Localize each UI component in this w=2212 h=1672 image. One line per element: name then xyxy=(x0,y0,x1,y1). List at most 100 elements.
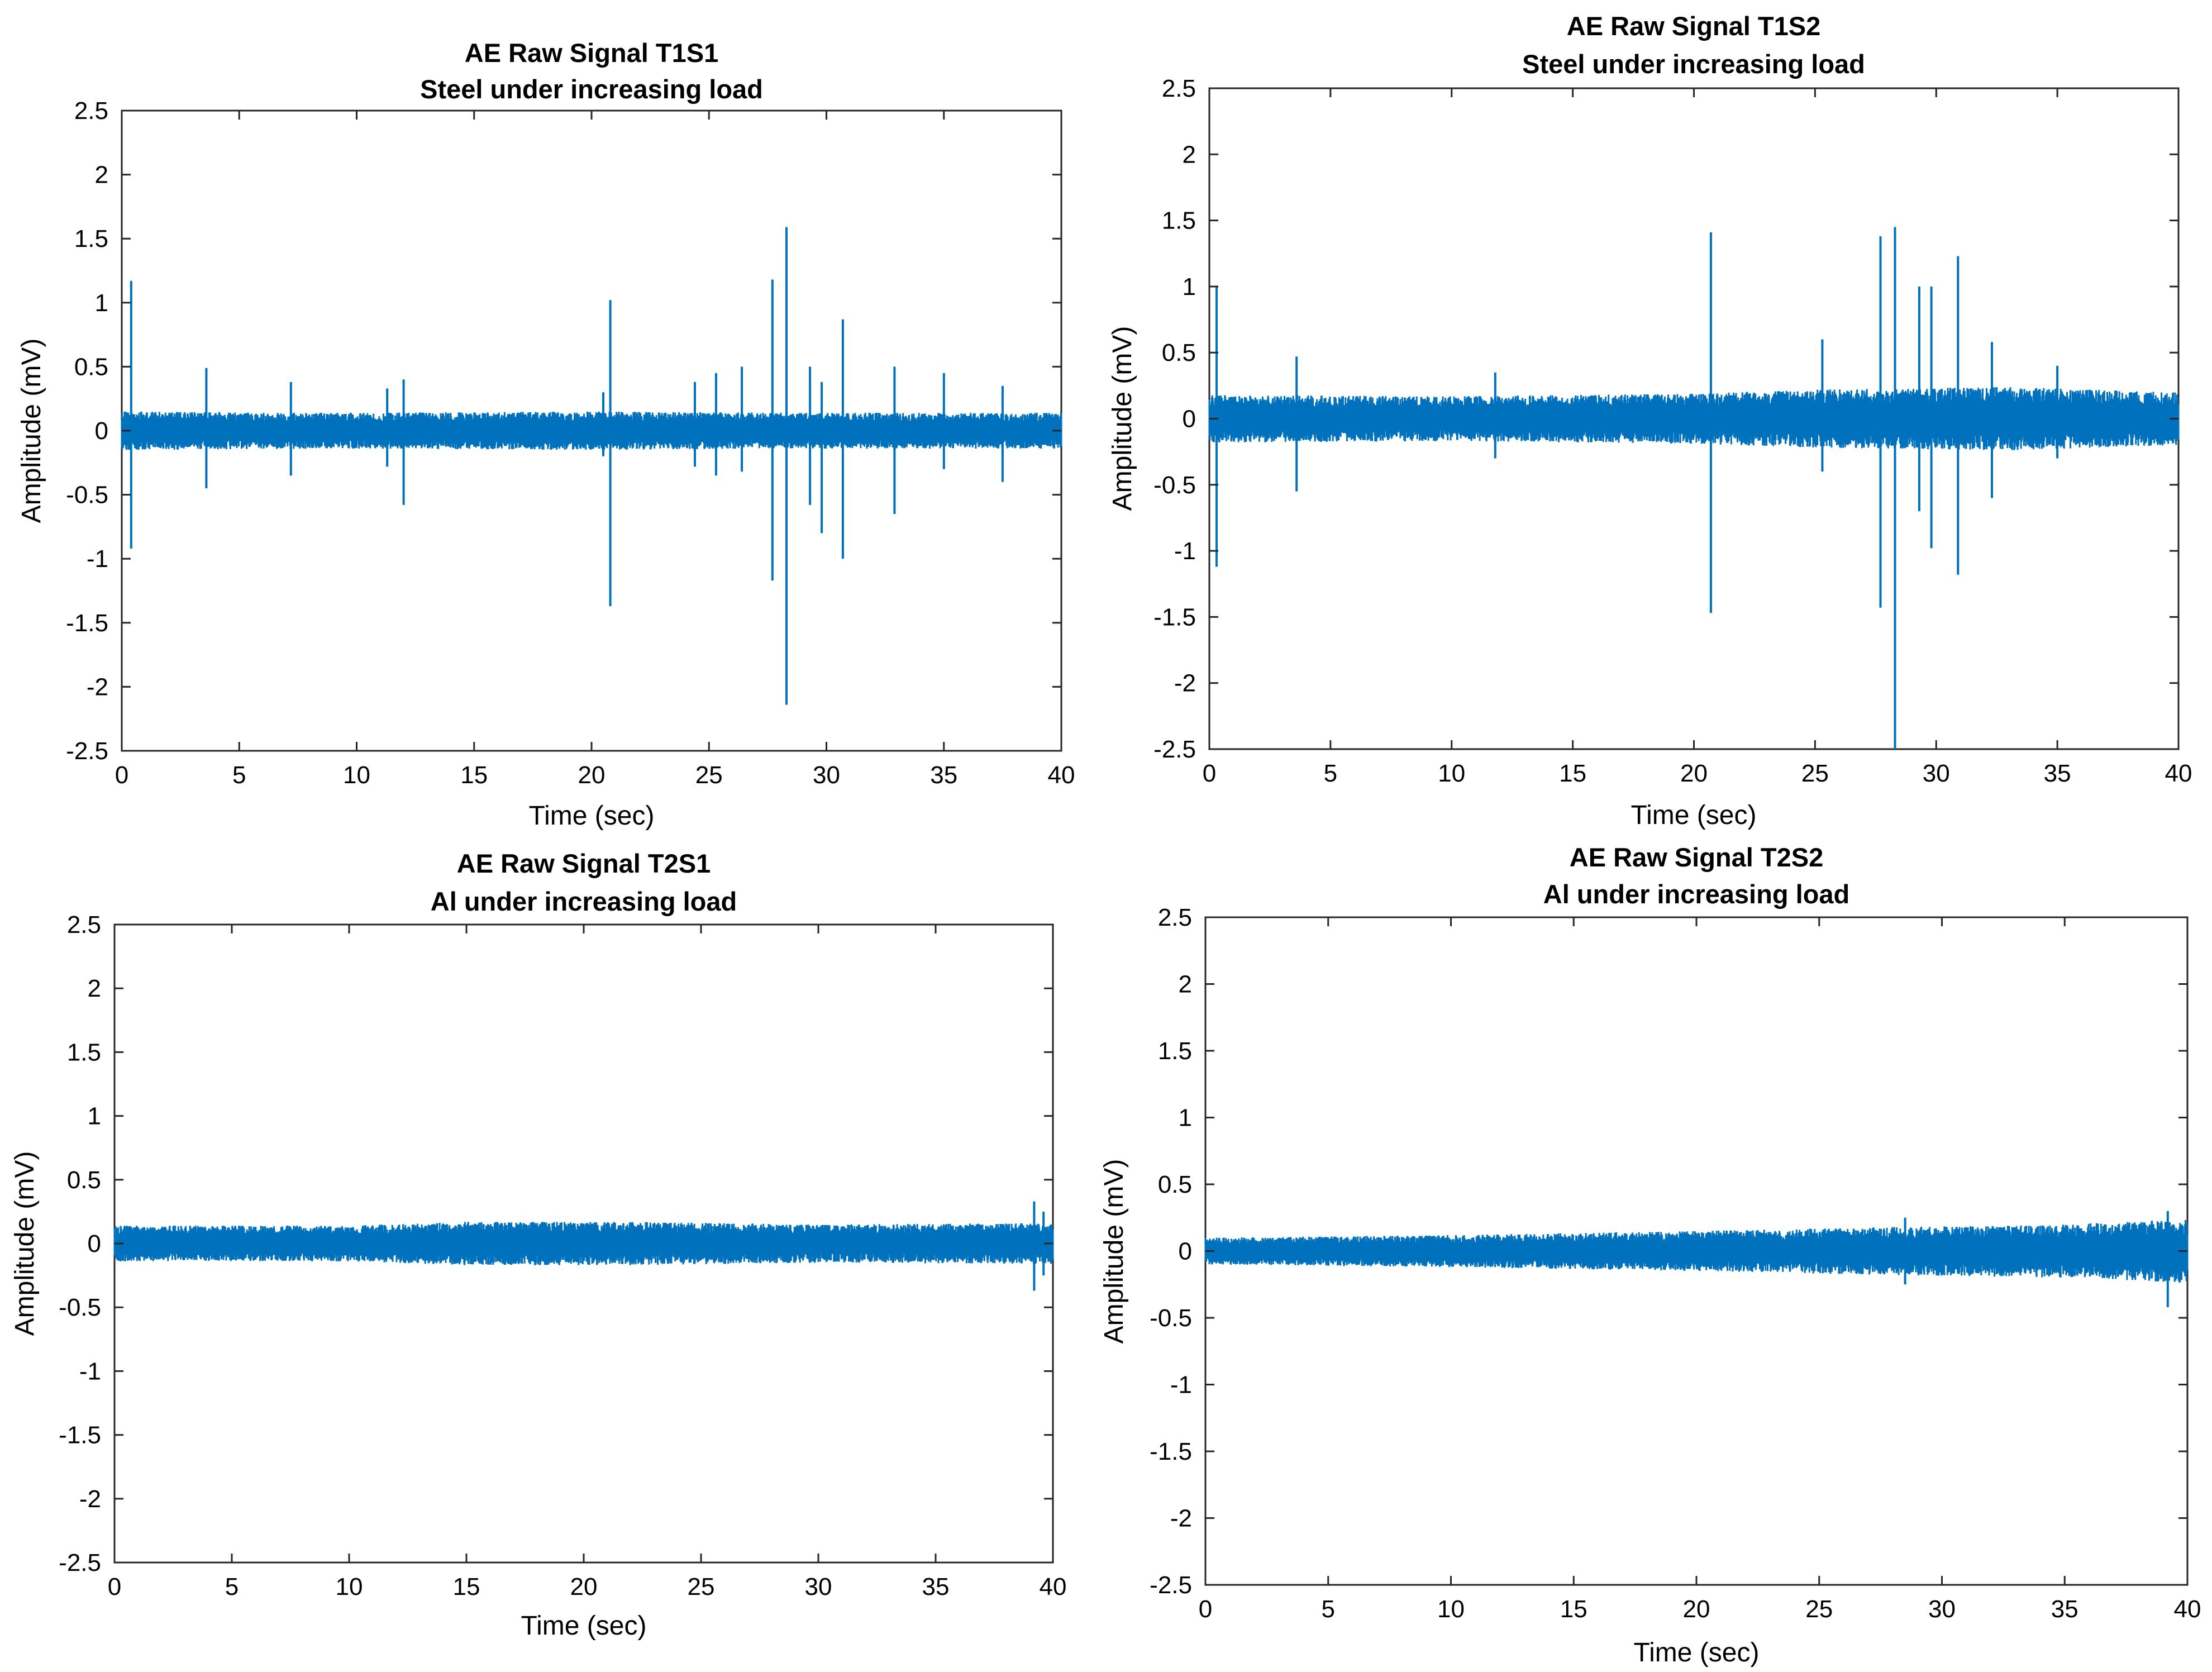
chart-title: AE Raw Signal T2S1 xyxy=(457,849,711,878)
x-tick-label: 10 xyxy=(343,761,370,789)
y-tick-labels: 2.5 2 1.5 1 0.5 0 -0.5 -1 -1.5 -2 -2.5 xyxy=(66,97,108,765)
x-tick-label: 15 xyxy=(453,1573,480,1600)
y-tick-label: -1 xyxy=(1170,1371,1192,1399)
y-axis-label: Amplitude (mV) xyxy=(1099,1159,1129,1344)
x-tick-label: 15 xyxy=(1559,760,1586,787)
x-tick-label: 20 xyxy=(1683,1595,1710,1623)
y-tick-label: -1 xyxy=(87,545,108,573)
y-axis-label: Amplitude (mV) xyxy=(1108,326,1137,511)
x-tick-label: 30 xyxy=(805,1573,832,1600)
x-tick-label: 5 xyxy=(225,1573,239,1600)
y-tick-label: -1.5 xyxy=(1153,603,1196,631)
noise-core xyxy=(1205,1233,2187,1269)
chart-t2s2: 0 5 10 15 20 25 30 35 40 2.5 2 1.5 1 0.5 0 -0.5 -1 -1.5 -… xyxy=(1099,842,2201,1668)
y-tick-label: 1.5 xyxy=(67,1039,101,1066)
y-tick-label: 1 xyxy=(95,289,108,317)
y-tick-label: 0 xyxy=(88,1230,101,1257)
chart-title: AE Raw Signal T1S2 xyxy=(1567,11,1820,41)
y-tick-label: -2 xyxy=(1170,1505,1192,1532)
x-tick-label: 40 xyxy=(2165,760,2192,787)
y-tick-label: 0 xyxy=(1179,1238,1192,1265)
y-tick-label: 0 xyxy=(95,417,108,445)
chart-t1s1: 0 5 10 15 20 25 30 35 40 2.5 2 1.5 1 0.5 0 -0.5 -1 -1.5 -… xyxy=(17,38,1075,831)
y-tick-label: 0 xyxy=(1183,406,1196,433)
y-tick-label: -0.5 xyxy=(1150,1304,1192,1332)
x-tick-labels: 0 5 10 15 20 25 30 35 40 xyxy=(115,761,1075,789)
x-tick-labels: 0 5 10 15 20 25 30 35 40 xyxy=(1199,1595,2201,1623)
noise-core xyxy=(115,1231,1053,1256)
x-tick-label: 10 xyxy=(1438,760,1465,787)
x-tick-label: 35 xyxy=(2044,760,2071,787)
y-tick-label: -0.5 xyxy=(59,1294,101,1321)
x-tick-label: 25 xyxy=(688,1573,715,1600)
signal-series xyxy=(121,227,1062,705)
chart-t2s1: 0 5 10 15 20 25 30 35 40 2.5 2 1.5 1 0.5 0 -0.5 -1 -1.5 -… xyxy=(10,849,1066,1641)
y-tick-label: 1.5 xyxy=(74,225,108,253)
chart-t1s2: 0 5 10 15 20 25 30 35 40 2.5 2 1.5 1 0.5 0 -0.5 -1 -1.5 -… xyxy=(1108,11,2192,830)
x-tick-label: 30 xyxy=(813,761,840,789)
y-tick-label: 2 xyxy=(88,975,101,1002)
y-tick-label: -1 xyxy=(1174,537,1196,565)
x-tick-labels: 0 5 10 15 20 25 30 35 40 xyxy=(108,1573,1067,1600)
x-tick-label: 30 xyxy=(1923,760,1950,787)
x-axis-label: Time (sec) xyxy=(1631,801,1757,830)
signal-series xyxy=(113,1201,1054,1291)
x-tick-label: 35 xyxy=(2051,1595,2078,1623)
x-tick-label: 30 xyxy=(1928,1595,1956,1623)
y-tick-label: -2.5 xyxy=(1153,736,1196,763)
y-tick-labels: 2.5 2 1.5 1 0.5 0 -0.5 -1 -1.5 -2 -2.5 xyxy=(1150,904,1192,1599)
x-tick-label: 40 xyxy=(1040,1573,1067,1600)
y-tick-label: 0.5 xyxy=(1162,339,1196,366)
x-tick-label: 20 xyxy=(578,761,606,789)
y-tick-label: -2.5 xyxy=(1150,1571,1192,1599)
y-tick-label: 2.5 xyxy=(67,911,101,939)
y-tick-label: 2.5 xyxy=(74,97,108,125)
y-tick-label: 1 xyxy=(1183,273,1196,301)
x-tick-label: 20 xyxy=(1680,760,1708,787)
x-tick-label: 40 xyxy=(2174,1595,2201,1623)
tick-marks xyxy=(113,923,1054,1564)
signal-series xyxy=(1208,227,2180,749)
x-tick-label: 0 xyxy=(1199,1595,1212,1623)
x-tick-label: 20 xyxy=(570,1573,598,1600)
chart-title: AE Raw Signal T2S2 xyxy=(1570,842,1823,872)
y-tick-label: -2 xyxy=(79,1485,101,1513)
x-tick-label: 5 xyxy=(1322,1595,1335,1623)
y-tick-label: -1 xyxy=(79,1357,101,1385)
x-tick-label: 40 xyxy=(1048,761,1075,789)
y-tick-label: 2.5 xyxy=(1162,75,1196,102)
y-tick-label: -0.5 xyxy=(1153,471,1196,499)
y-tick-label: 2.5 xyxy=(1158,904,1192,931)
x-tick-label: 0 xyxy=(1203,760,1216,787)
y-tick-label: -1.5 xyxy=(66,609,108,637)
x-tick-label: 15 xyxy=(1560,1595,1588,1623)
x-tick-label: 15 xyxy=(460,761,488,789)
y-axis-label: Amplitude (mV) xyxy=(17,339,46,523)
y-tick-label: 2 xyxy=(1183,141,1196,168)
y-tick-label: -2.5 xyxy=(66,737,108,765)
x-tick-label: 0 xyxy=(115,761,128,789)
x-tick-label: 10 xyxy=(336,1573,363,1600)
y-tick-label: 1.5 xyxy=(1162,207,1196,235)
x-axis-label: Time (sec) xyxy=(1634,1638,1760,1668)
y-tick-label: 2 xyxy=(95,161,108,189)
x-tick-label: 10 xyxy=(1437,1595,1465,1623)
y-tick-labels: 2.5 2 1.5 1 0.5 0 -0.5 -1 -1.5 -2 -2.5 xyxy=(1153,75,1196,763)
x-tick-label: 5 xyxy=(232,761,246,789)
y-tick-label: -1.5 xyxy=(59,1422,101,1449)
x-tick-label: 25 xyxy=(1801,760,1829,787)
x-tick-label: 25 xyxy=(695,761,723,789)
x-tick-label: 5 xyxy=(1324,760,1337,787)
x-tick-label: 35 xyxy=(930,761,957,789)
y-tick-label: -2.5 xyxy=(59,1549,101,1576)
tick-marks xyxy=(1208,87,2180,750)
chart-title: AE Raw Signal T1S1 xyxy=(465,38,718,68)
y-tick-label: 0.5 xyxy=(1158,1171,1192,1198)
x-tick-label: 35 xyxy=(922,1573,950,1600)
chart-subtitle: Steel under increasing load xyxy=(420,74,763,104)
chart-subtitle: Steel under increasing load xyxy=(1522,49,1865,79)
chart-subtitle: Al under increasing load xyxy=(431,887,737,916)
y-tick-label: -2 xyxy=(87,673,108,701)
y-tick-labels: 2.5 2 1.5 1 0.5 0 -0.5 -1 -1.5 -2 -2.5 xyxy=(59,911,101,1576)
